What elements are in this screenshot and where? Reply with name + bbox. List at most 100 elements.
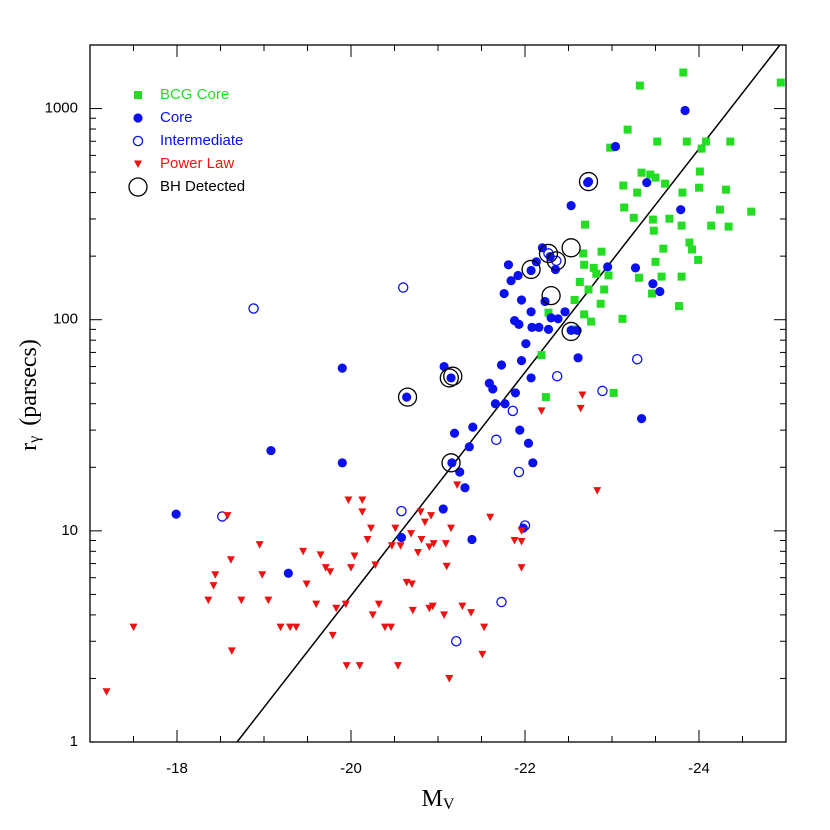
point xyxy=(680,105,690,116)
point xyxy=(576,404,585,413)
point xyxy=(283,568,293,578)
point xyxy=(653,137,662,146)
point xyxy=(514,319,524,330)
point xyxy=(438,504,448,514)
point xyxy=(506,276,516,286)
point xyxy=(413,548,422,557)
point xyxy=(380,623,389,632)
point xyxy=(491,434,502,446)
point xyxy=(537,351,546,360)
point xyxy=(417,536,426,544)
point xyxy=(496,596,507,608)
y-axis-label-main: r xyxy=(16,443,42,451)
point xyxy=(443,366,463,386)
point xyxy=(276,623,285,632)
point xyxy=(685,238,694,247)
point xyxy=(446,373,456,383)
point xyxy=(659,244,668,253)
point xyxy=(642,178,652,188)
point xyxy=(367,524,376,533)
point xyxy=(464,442,474,452)
point xyxy=(707,221,716,230)
x-axis-label: MV xyxy=(422,786,455,813)
point xyxy=(618,314,627,323)
point xyxy=(355,662,364,670)
point xyxy=(302,580,311,589)
point xyxy=(266,445,276,456)
y-axis-label-unit: (parsecs) xyxy=(16,339,42,426)
point xyxy=(227,647,236,655)
point xyxy=(468,422,478,432)
point xyxy=(350,552,359,561)
point xyxy=(453,481,462,489)
point xyxy=(500,399,510,409)
point xyxy=(326,568,335,576)
point xyxy=(510,388,521,398)
point xyxy=(407,530,416,538)
point xyxy=(633,188,642,197)
point xyxy=(503,260,514,270)
point xyxy=(171,509,181,519)
point xyxy=(429,540,438,548)
point xyxy=(589,263,598,272)
point xyxy=(597,247,606,256)
point xyxy=(697,144,706,153)
point xyxy=(425,543,434,551)
legend-marker xyxy=(128,177,148,197)
point xyxy=(341,600,350,609)
point xyxy=(603,262,613,272)
point xyxy=(332,604,341,613)
point xyxy=(648,289,657,298)
point xyxy=(546,313,556,323)
point xyxy=(776,78,785,87)
point xyxy=(620,203,629,212)
point xyxy=(264,596,273,605)
point xyxy=(682,137,691,146)
point xyxy=(584,285,593,294)
point xyxy=(534,322,544,332)
point xyxy=(449,428,460,438)
point xyxy=(587,317,596,326)
point xyxy=(678,188,687,197)
point xyxy=(515,425,525,435)
point xyxy=(747,207,756,216)
legend-marker xyxy=(132,135,144,147)
point xyxy=(661,179,670,188)
point xyxy=(528,458,538,468)
y-tick-label: 1000 xyxy=(45,100,78,117)
point xyxy=(521,259,541,280)
point xyxy=(527,322,537,332)
point xyxy=(248,303,259,314)
point xyxy=(129,623,138,632)
point xyxy=(677,221,686,230)
point xyxy=(579,249,588,258)
point xyxy=(551,370,563,382)
point xyxy=(541,393,550,402)
point xyxy=(480,623,489,632)
point xyxy=(551,255,562,267)
point xyxy=(447,524,456,533)
x-axis-label-sub: V xyxy=(443,796,455,813)
point xyxy=(408,606,417,615)
point xyxy=(467,534,477,545)
point xyxy=(499,288,509,299)
point xyxy=(368,611,377,619)
point xyxy=(387,623,396,632)
point xyxy=(635,81,644,90)
point xyxy=(427,512,436,520)
point xyxy=(578,391,587,399)
point xyxy=(439,368,459,388)
plot-frame xyxy=(89,44,787,743)
point xyxy=(258,571,267,579)
point xyxy=(631,353,643,365)
point xyxy=(407,580,416,589)
point xyxy=(544,308,553,317)
point xyxy=(445,674,454,683)
point xyxy=(393,662,402,670)
point xyxy=(726,137,735,146)
point xyxy=(496,360,507,370)
point xyxy=(581,220,590,229)
point xyxy=(513,466,525,478)
point xyxy=(596,299,605,308)
point xyxy=(517,538,526,546)
